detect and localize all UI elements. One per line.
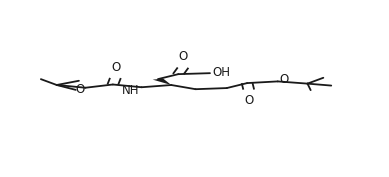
Text: O: O [179, 50, 187, 63]
Text: O: O [112, 61, 121, 74]
Text: O: O [279, 73, 288, 86]
Text: O: O [244, 95, 253, 107]
Text: OH: OH [212, 66, 230, 79]
Text: NH: NH [122, 84, 140, 97]
Text: O: O [75, 83, 84, 96]
Polygon shape [153, 79, 171, 85]
